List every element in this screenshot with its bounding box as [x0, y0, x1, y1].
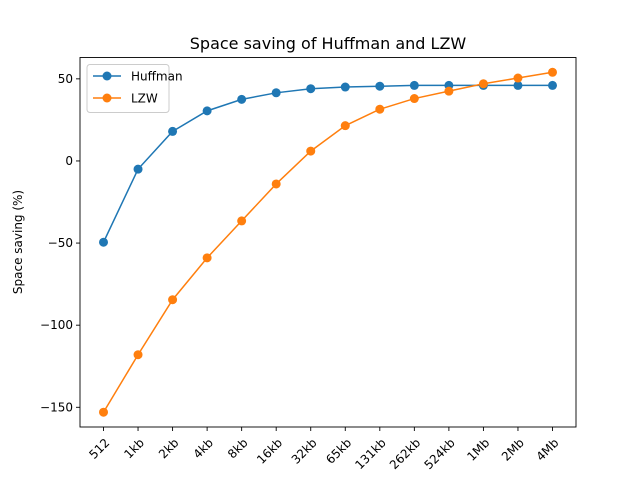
huffman-point-65kb: [340, 82, 350, 92]
huffman-series-line: [102, 84, 553, 243]
x-tick-label-524kb: 524kb: [421, 436, 457, 472]
lzw-series-line: [102, 71, 553, 413]
y-tick-label: −100: [40, 318, 73, 332]
huffman-legend-label: Huffman: [131, 70, 183, 84]
x-tick-label-2kb: 2kb: [156, 436, 182, 462]
x-tick-label-16kb: 16kb: [254, 436, 285, 467]
y-tick-label: 50: [58, 72, 73, 86]
huffman-point-8kb: [237, 94, 247, 104]
lzw-point-2Mb: [513, 73, 523, 83]
huffman-point-16kb: [271, 88, 281, 98]
lzw-point-8kb: [237, 216, 247, 226]
y-axis-label: Space saving (%): [11, 190, 25, 294]
x-tick-label-2Mb: 2Mb: [499, 436, 527, 464]
lzw-point-32kb: [306, 146, 316, 156]
x-tick-label-512: 512: [86, 436, 112, 462]
chart-title: Space saving of Huffman and LZW: [190, 34, 467, 53]
huffman-point-4Mb: [548, 80, 557, 90]
y-tick-label: −50: [48, 236, 73, 250]
plot-area: [99, 67, 557, 417]
huffman-point-4kb: [202, 106, 212, 116]
x-tick-label-1kb: 1kb: [121, 436, 147, 462]
x-tick-label-65kb: 65kb: [323, 436, 354, 467]
lzw-legend-marker: [102, 93, 112, 103]
huffman-point-32kb: [306, 84, 316, 94]
huffman-point-2kb: [168, 126, 178, 136]
x-tick-label-1Mb: 1Mb: [464, 436, 492, 464]
y-axis: 50 0 −50 −100 −150: [40, 72, 80, 414]
lzw-point-524kb: [444, 86, 454, 96]
lzw-point-1Mb: [478, 79, 488, 89]
x-tick-label-8kb: 8kb: [225, 436, 251, 462]
y-tick-label: −150: [40, 400, 73, 414]
huffman-point-262kb: [409, 80, 419, 90]
x-axis: 512 1kb 2kb 4kb 8kb 16kb 32kb 65kb131kb262kb524…: [86, 427, 561, 472]
legend: Huffman LZW: [86, 64, 183, 113]
lzw-point-4Mb: [548, 67, 557, 77]
huffman-legend-marker: [102, 71, 112, 81]
plot-frame: [79, 57, 577, 428]
lzw-point-65kb: [340, 121, 350, 131]
lzw-point-4kb: [202, 253, 212, 263]
x-tick-label-131kb: 131kb: [352, 436, 388, 472]
lzw-point-1kb: [133, 350, 143, 360]
lzw-point-131kb: [375, 104, 385, 114]
y-tick-label: 0: [65, 154, 73, 168]
x-tick-label-262kb: 262kb: [387, 436, 423, 472]
x-tick-label-4kb: 4kb: [190, 436, 216, 462]
lzw-point-2kb: [168, 295, 178, 305]
huffman-point-1kb: [133, 164, 143, 174]
huffman-point-131kb: [375, 81, 385, 91]
huffman-point-512: [99, 237, 108, 247]
huffman-point-2Mb: [513, 80, 523, 90]
lzw-point-16kb: [271, 179, 281, 189]
lzw-legend-label: LZW: [131, 92, 158, 106]
x-tick-label-4Mb: 4Mb: [533, 436, 561, 464]
x-tick-label-32kb: 32kb: [289, 436, 320, 467]
lzw-point-262kb: [409, 94, 419, 104]
lzw-point-512: [99, 407, 108, 417]
